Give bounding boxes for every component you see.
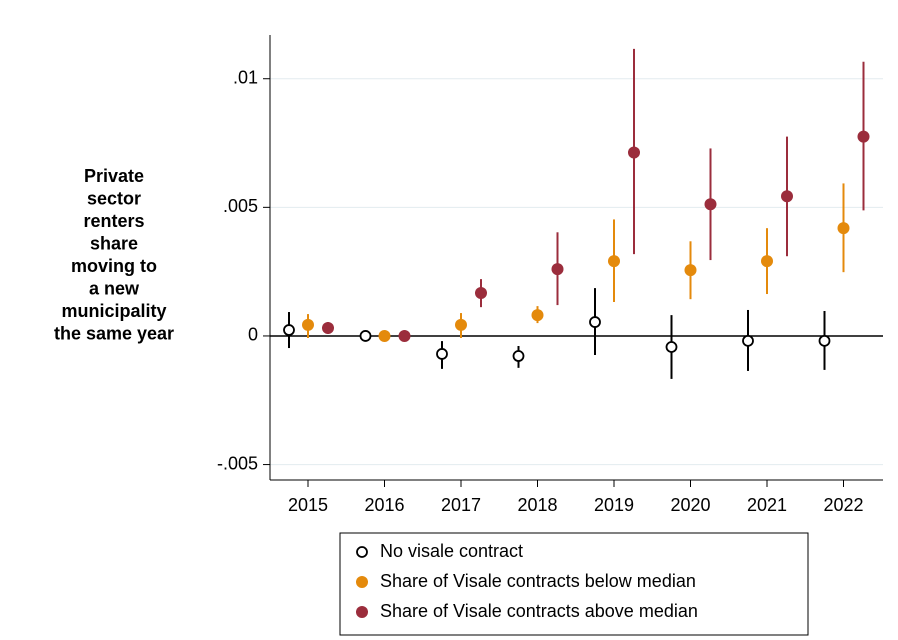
legend-marker bbox=[356, 606, 368, 618]
x-tick-label: 2020 bbox=[670, 495, 710, 515]
point bbox=[781, 190, 793, 203]
point bbox=[608, 255, 620, 268]
legend-marker bbox=[356, 576, 368, 588]
point bbox=[837, 222, 850, 235]
point bbox=[512, 350, 525, 362]
y-tick-label: -.005 bbox=[217, 453, 258, 473]
point bbox=[378, 329, 391, 342]
point bbox=[684, 264, 697, 277]
point bbox=[283, 324, 295, 336]
legend-label: Share of Visale contracts above median bbox=[380, 601, 698, 621]
point bbox=[551, 263, 564, 276]
legend-label: Share of Visale contracts below median bbox=[380, 571, 696, 591]
y-tick-label: .005 bbox=[223, 196, 258, 216]
point bbox=[628, 146, 640, 159]
point bbox=[359, 330, 372, 342]
x-tick-label: 2019 bbox=[594, 495, 634, 515]
point bbox=[742, 334, 754, 347]
y-tick-label: 0 bbox=[248, 325, 258, 345]
x-tick-label: 2018 bbox=[517, 495, 557, 515]
point bbox=[818, 334, 831, 347]
legend-marker bbox=[356, 546, 368, 558]
point bbox=[857, 130, 870, 143]
point bbox=[302, 318, 314, 331]
legend-label: No visale contract bbox=[380, 541, 523, 561]
x-tick-label: 2017 bbox=[441, 495, 481, 515]
x-tick-label: 2015 bbox=[288, 495, 328, 515]
point bbox=[475, 286, 487, 299]
y-axis-label: a new bbox=[89, 278, 140, 298]
y-tick-label: .01 bbox=[233, 67, 258, 87]
point bbox=[531, 309, 544, 322]
x-tick-label: 2022 bbox=[823, 495, 863, 515]
y-axis-label: share bbox=[90, 233, 138, 253]
y-axis-label: Private bbox=[84, 166, 144, 186]
y-axis-label: municipality bbox=[61, 301, 166, 321]
x-tick-label: 2016 bbox=[364, 495, 404, 515]
point bbox=[761, 255, 773, 268]
y-axis-label: moving to bbox=[71, 256, 157, 276]
y-axis-label: sector bbox=[87, 188, 141, 208]
legend-box bbox=[339, 532, 809, 636]
point bbox=[398, 329, 411, 342]
point bbox=[455, 318, 467, 331]
point bbox=[704, 198, 717, 211]
y-axis-label: the same year bbox=[54, 323, 174, 343]
x-tick-label: 2021 bbox=[747, 495, 787, 515]
point bbox=[665, 341, 678, 353]
point bbox=[436, 348, 448, 360]
point bbox=[589, 316, 601, 328]
point bbox=[322, 321, 334, 334]
y-axis-label: renters bbox=[83, 211, 144, 231]
